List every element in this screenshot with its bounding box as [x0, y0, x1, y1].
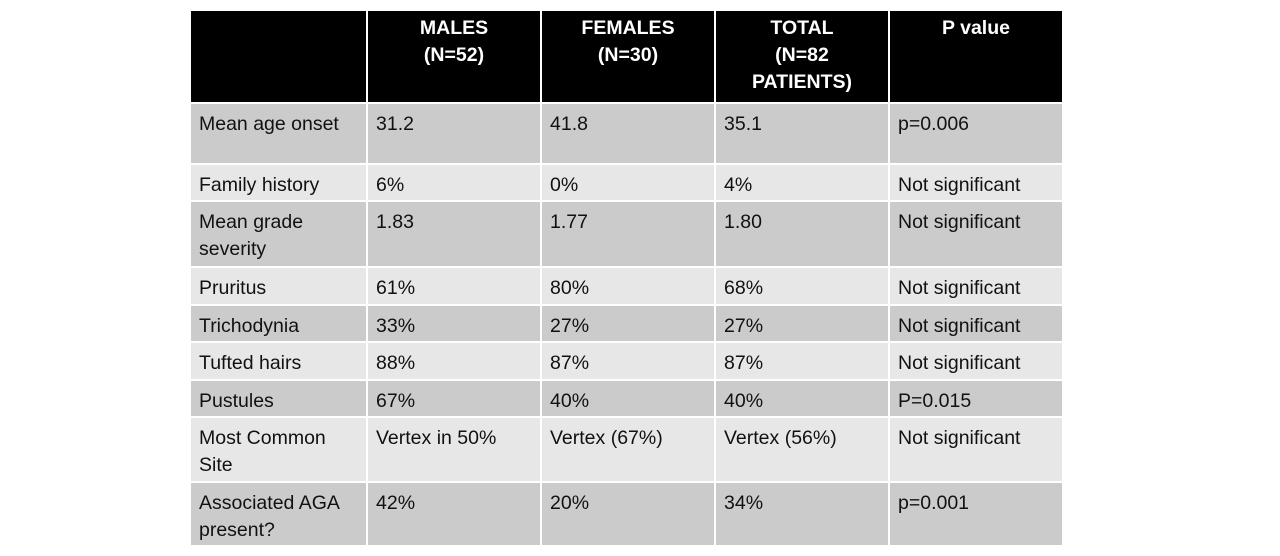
cell-total: Vertex (56%): [716, 418, 888, 481]
table-row: Tufted hairs 88% 87% 87% Not significant: [191, 343, 1062, 379]
cell-females: 0%: [542, 165, 714, 200]
header-cell-females: FEMALES (N=30): [542, 11, 714, 102]
cell-p-value: Not significant: [890, 343, 1062, 379]
cell-label: Trichodynia: [191, 306, 366, 341]
header-cell-p-value: P value: [890, 11, 1062, 102]
cell-females: 80%: [542, 268, 714, 304]
cell-males: 61%: [368, 268, 540, 304]
cell-females: 41.8: [542, 104, 714, 163]
cell-p-value: Not significant: [890, 306, 1062, 341]
cell-p-value: Not significant: [890, 418, 1062, 481]
cell-label: Pruritus: [191, 268, 366, 304]
cell-p-value: p=0.001: [890, 483, 1062, 545]
table-row: Pruritus 61% 80% 68% Not significant: [191, 268, 1062, 304]
cell-total: 87%: [716, 343, 888, 379]
cell-p-value: Not significant: [890, 268, 1062, 304]
cell-females: 87%: [542, 343, 714, 379]
cell-label: Mean grade severity: [191, 202, 366, 266]
table-row: Associated AGA present? 42% 20% 34% p=0.001: [191, 483, 1062, 545]
cell-total: 35.1: [716, 104, 888, 163]
cell-total: 40%: [716, 381, 888, 416]
cell-total: 68%: [716, 268, 888, 304]
cell-label: Mean age onset: [191, 104, 366, 163]
cell-total: 1.80: [716, 202, 888, 266]
cell-females: 1.77: [542, 202, 714, 266]
comparison-table: MALES (N=52) FEMALES (N=30) TOTAL (N=82 …: [189, 9, 1064, 547]
cell-males: 42%: [368, 483, 540, 545]
cell-males: Vertex in 50%: [368, 418, 540, 481]
header-cell-total: TOTAL (N=82 PATIENTS): [716, 11, 888, 102]
table-row: Mean grade severity 1.83 1.77 1.80 Not signi…: [191, 202, 1062, 266]
cell-label: Tufted hairs: [191, 343, 366, 379]
cell-males: 33%: [368, 306, 540, 341]
table-row: Mean age onset 31.2 41.8 35.1 p=0.006: [191, 104, 1062, 163]
cell-males: 88%: [368, 343, 540, 379]
cell-total: 27%: [716, 306, 888, 341]
cell-females: 20%: [542, 483, 714, 545]
cell-p-value: Not significant: [890, 202, 1062, 266]
cell-p-value: P=0.015: [890, 381, 1062, 416]
cell-p-value: Not significant: [890, 165, 1062, 200]
cell-males: 67%: [368, 381, 540, 416]
table-row: Family history 6% 0% 4% Not significant: [191, 165, 1062, 200]
cell-label: Family history: [191, 165, 366, 200]
table-row: Most Common Site Vertex in 50% Vertex (67%…: [191, 418, 1062, 481]
table-row: Pustules 67% 40% 40% P=0.015: [191, 381, 1062, 416]
header-cell-males: MALES (N=52): [368, 11, 540, 102]
cell-total: 34%: [716, 483, 888, 545]
cell-males: 1.83: [368, 202, 540, 266]
header-cell-empty: [191, 11, 366, 102]
table-row: Trichodynia 33% 27% 27% Not significant: [191, 306, 1062, 341]
cell-females: Vertex (67%): [542, 418, 714, 481]
cell-total: 4%: [716, 165, 888, 200]
cell-label: Most Common Site: [191, 418, 366, 481]
cell-label: Pustules: [191, 381, 366, 416]
cell-females: 27%: [542, 306, 714, 341]
cell-p-value: p=0.006: [890, 104, 1062, 163]
header-row: MALES (N=52) FEMALES (N=30) TOTAL (N=82 …: [191, 11, 1062, 102]
cell-females: 40%: [542, 381, 714, 416]
cell-males: 31.2: [368, 104, 540, 163]
cell-males: 6%: [368, 165, 540, 200]
cell-label: Associated AGA present?: [191, 483, 366, 545]
